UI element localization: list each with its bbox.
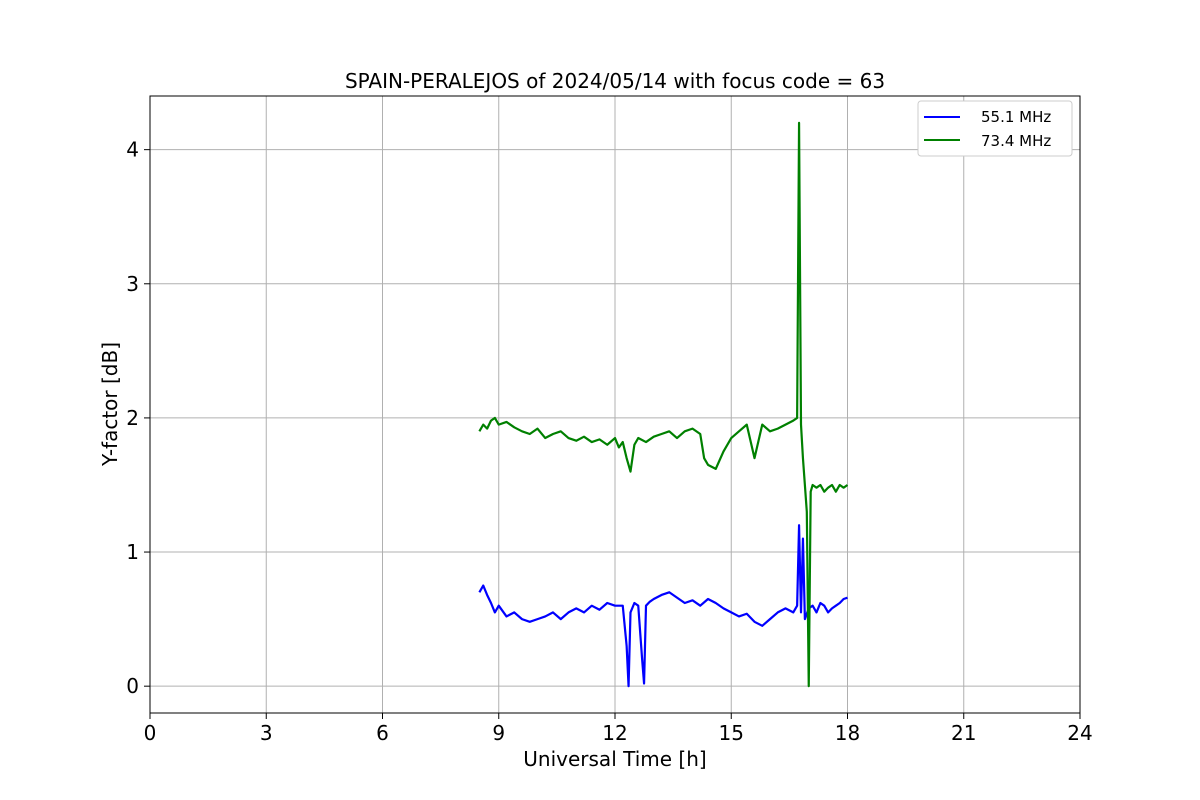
y-tick-label: 2 xyxy=(126,406,139,430)
series-line-55-1-mhz xyxy=(478,524,848,688)
y-tick-label: 3 xyxy=(126,272,139,296)
y-tick-label: 1 xyxy=(126,540,139,564)
legend-label-73-4: 73.4 MHz xyxy=(981,132,1051,150)
legend: 55.1 MHz 73.4 MHz xyxy=(917,100,1073,157)
data-series xyxy=(478,121,849,688)
x-tick-label: 9 xyxy=(492,721,505,745)
legend-box xyxy=(917,100,1073,157)
legend-label-55-1: 55.1 MHz xyxy=(981,108,1051,126)
x-axis-label: Universal Time [h] xyxy=(523,747,706,771)
x-tick-label: 15 xyxy=(719,721,744,745)
x-tick-label: 18 xyxy=(835,721,860,745)
y-tick-label: 0 xyxy=(126,674,139,698)
x-axis-ticks: 0 3 6 9 12 15 18 21 24 xyxy=(144,713,1093,745)
x-tick-label: 6 xyxy=(376,721,389,745)
y-axis-ticks: 0 1 2 3 4 xyxy=(126,138,150,698)
x-tick-label: 12 xyxy=(602,721,627,745)
series-line-73-4-mhz xyxy=(478,121,849,688)
y-tick-label: 4 xyxy=(126,138,139,162)
x-tick-label: 24 xyxy=(1067,721,1092,745)
y-axis-label: Y-factor [dB] xyxy=(98,342,122,467)
x-tick-label: 0 xyxy=(144,721,157,745)
x-tick-label: 21 xyxy=(951,721,976,745)
chart-title: SPAIN-PERALEJOS of 2024/05/14 with focus… xyxy=(345,69,885,93)
x-tick-label: 3 xyxy=(260,721,273,745)
